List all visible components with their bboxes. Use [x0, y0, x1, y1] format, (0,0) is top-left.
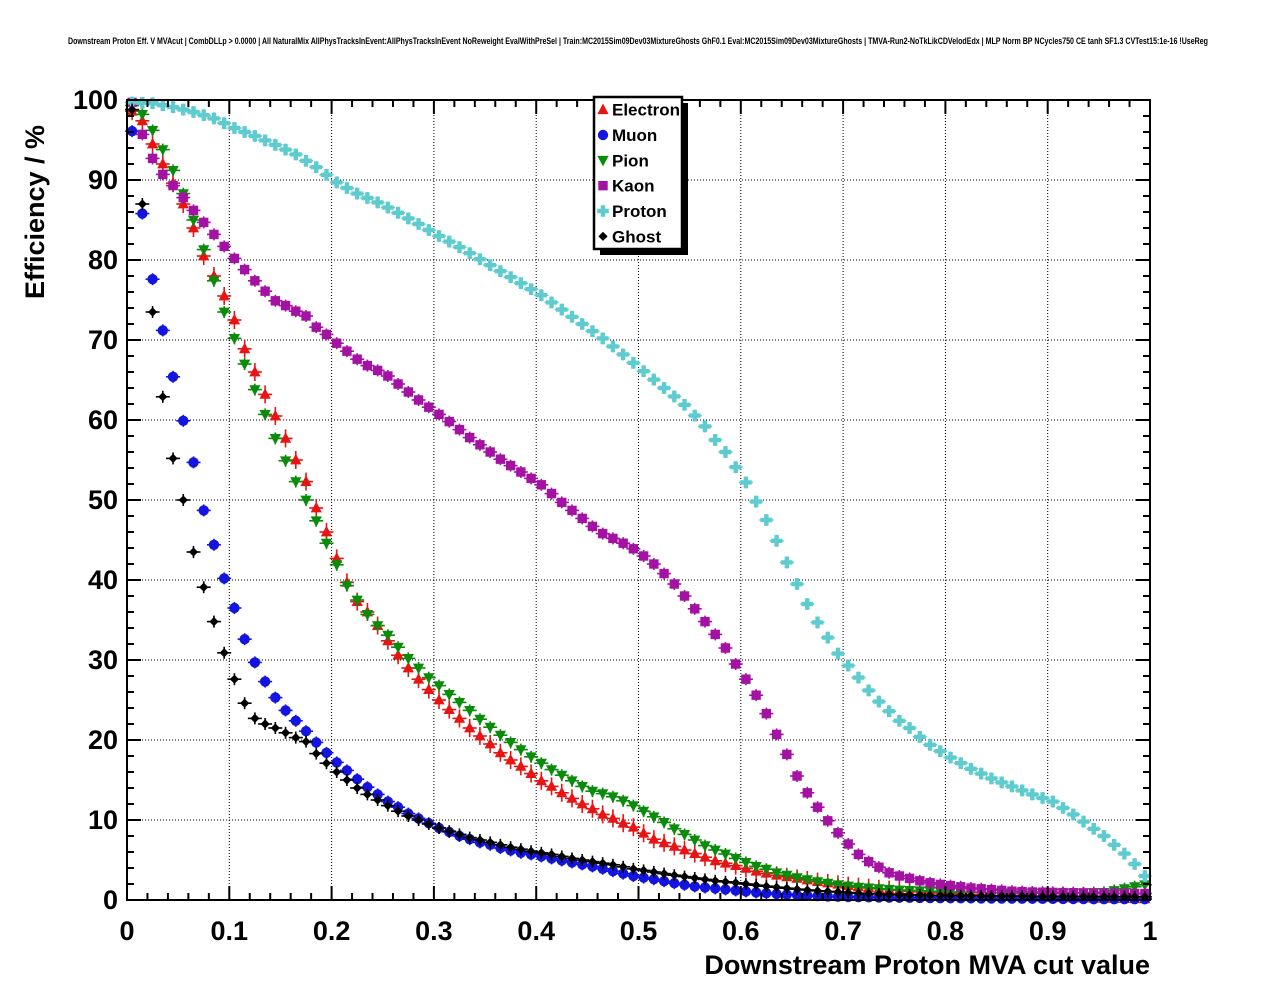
legend-entry-kaon: Kaon: [598, 177, 655, 196]
y-tick-label: 40: [88, 565, 118, 595]
y-tick-label: 60: [88, 405, 118, 435]
plot-title: Downstream Proton Eff. V MVAcut | CombDL…: [68, 36, 1208, 46]
legend-label: Kaon: [612, 177, 655, 196]
series-proton: [125, 96, 1152, 882]
legend-label: Pion: [612, 151, 649, 170]
legend-entry-electron: Electron: [597, 101, 680, 120]
x-tick-label: 0.7: [824, 916, 862, 946]
legend-entry-pion: Pion: [597, 151, 649, 170]
legend-entry-ghost: Ghost: [598, 227, 661, 246]
y-tick-label: 80: [88, 245, 118, 275]
x-tick-label: 1: [1142, 916, 1157, 946]
series-ghost: [125, 103, 1152, 902]
legend-entry-muon: Muon: [597, 126, 657, 145]
legend: Electron Muon Pion Kaon Proton Ghost: [592, 95, 688, 255]
legend-box: [592, 95, 684, 251]
y-tick-label: 10: [88, 805, 118, 835]
axis-ticks: [126, 99, 1151, 901]
legend-label: Muon: [612, 126, 657, 145]
x-axis-title: Downstream Proton MVA cut value: [704, 950, 1150, 980]
legend-label: Ghost: [612, 227, 661, 246]
tick-labels: 0 0.1 0.2 0.3 0.4 0.5 0.6 0.7 0.8 0.9 101020304050…: [73, 85, 1158, 946]
x-tick-label: 0.2: [313, 916, 351, 946]
y-tick-label: 90: [88, 165, 118, 195]
x-tick-label: 0.8: [927, 916, 965, 946]
y-tick-label: 100: [73, 85, 118, 115]
y-tick-label: 30: [88, 645, 118, 675]
x-tick-label: 0.3: [415, 916, 453, 946]
legend-entry-proton: Proton: [597, 202, 667, 221]
x-tick-label: 0.1: [211, 916, 249, 946]
x-tick-label: 0: [119, 916, 134, 946]
y-tick-label: 20: [88, 725, 118, 755]
legend-label: Electron: [612, 101, 680, 120]
x-tick-label: 0.9: [1029, 916, 1067, 946]
y-tick-label: 0: [103, 885, 118, 915]
y-tick-label: 50: [88, 485, 118, 515]
legend-label: Proton: [612, 202, 667, 221]
y-axis-title: Efficiency / %: [20, 125, 50, 299]
x-tick-label: 0.5: [620, 916, 658, 946]
x-tick-label: 0.6: [722, 916, 760, 946]
x-tick-label: 0.4: [517, 916, 555, 946]
y-tick-label: 70: [88, 325, 118, 355]
gridlines: [127, 100, 1150, 900]
